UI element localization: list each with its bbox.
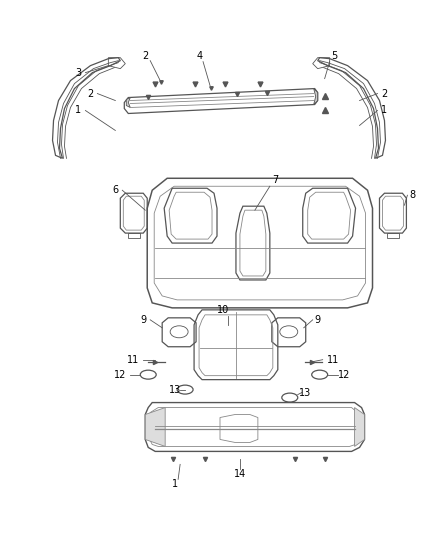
Text: 13: 13 [169, 385, 181, 394]
Text: 9: 9 [314, 315, 321, 325]
Text: 2: 2 [87, 88, 94, 99]
Text: 2: 2 [142, 51, 148, 61]
Text: 14: 14 [234, 470, 246, 479]
Text: 8: 8 [410, 190, 416, 200]
Text: 13: 13 [299, 387, 311, 398]
Text: 4: 4 [197, 51, 203, 61]
Text: 9: 9 [140, 315, 146, 325]
Text: 11: 11 [127, 354, 139, 365]
Polygon shape [314, 88, 318, 104]
Polygon shape [355, 408, 364, 447]
Text: 6: 6 [112, 185, 118, 195]
Text: 7: 7 [272, 175, 278, 185]
Text: 12: 12 [114, 370, 127, 379]
Text: 11: 11 [326, 354, 339, 365]
Text: 1: 1 [75, 106, 81, 116]
Text: 10: 10 [217, 305, 229, 315]
Text: 2: 2 [381, 88, 388, 99]
Text: 1: 1 [381, 106, 388, 116]
Polygon shape [126, 98, 130, 108]
Polygon shape [145, 408, 165, 447]
Text: 1: 1 [172, 479, 178, 489]
Text: 5: 5 [332, 51, 338, 61]
Text: 12: 12 [339, 370, 351, 379]
Text: 3: 3 [75, 68, 81, 78]
